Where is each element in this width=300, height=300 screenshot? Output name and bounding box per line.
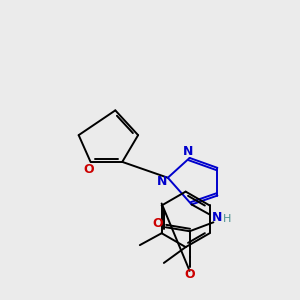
Text: O: O bbox=[184, 268, 195, 281]
Text: O: O bbox=[153, 217, 163, 230]
Text: O: O bbox=[83, 163, 94, 176]
Text: N: N bbox=[157, 175, 167, 188]
Text: H: H bbox=[223, 214, 232, 224]
Text: N: N bbox=[212, 211, 223, 224]
Text: N: N bbox=[182, 146, 193, 158]
